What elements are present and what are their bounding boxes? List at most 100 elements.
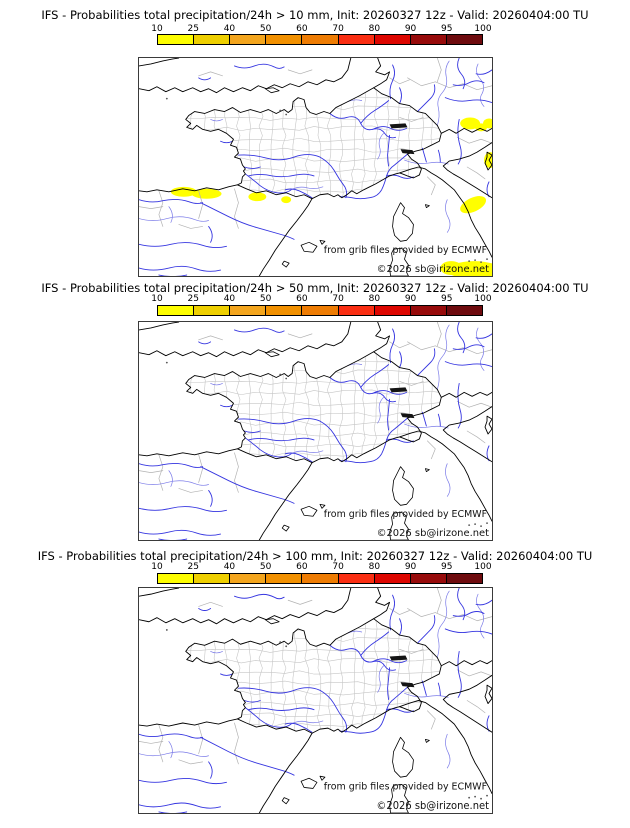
river-line [290,450,324,455]
department-border-line [213,351,219,463]
colorbar-segment [410,35,447,44]
lake-constance [389,655,408,661]
department-border-line [316,351,322,463]
river-line [139,778,227,785]
river-line [234,593,285,600]
river-line [457,118,462,165]
river-line [475,599,492,606]
colorbar-ticks: 10 25 40 50 60 70 80 90 95 100 [151,24,491,34]
colorbar [157,573,483,584]
river-line [436,590,450,658]
coastline [139,58,180,67]
river-line [475,333,492,339]
admin-border-line [456,669,492,677]
island-outline [281,797,290,805]
department-border-line [190,87,195,199]
river-line [210,119,223,122]
river-line [158,274,188,276]
river-line [139,198,204,204]
admin-border-line [407,77,492,91]
lake-constance [389,387,408,393]
probability-patch [483,118,492,129]
river-line [421,411,427,427]
ecmwf-attribution-text: from grib files provided by ECMWF [324,245,487,256]
colorbar-segment [158,35,195,44]
department-border-line [373,87,379,199]
coastline [440,391,492,398]
colorbar-tick-label: 60 [296,562,308,572]
river-line [139,216,209,222]
river-line [247,707,315,711]
river-line [404,423,449,429]
coastline [139,588,352,625]
island-outline [392,736,414,778]
island-outline [300,505,318,517]
colorbar-tick-label: 40 [223,294,236,304]
admin-border-line [456,136,492,144]
river-line [452,80,485,86]
admin-border-line [436,588,442,613]
colorbar-segment [302,306,339,315]
admin-border-line [234,188,239,229]
colorbar-tick-label: 100 [474,294,492,304]
colorbar-tick-label: 90 [404,562,417,572]
island-outline [389,247,409,276]
river-line [210,651,223,654]
coastline [139,58,352,94]
river-line [389,64,395,100]
department-border-line [223,618,229,734]
river-line [243,430,261,433]
colorbar-segment [338,574,375,583]
department-border-line [396,351,401,463]
ecmwf-attribution-text: from grib files provided by ECMWF [324,781,487,792]
island-outline [319,503,326,509]
river-line [436,60,450,126]
department-border-line [327,87,332,199]
colorbar [157,305,483,316]
coastline [139,322,391,457]
admin-border-line [407,341,492,355]
department-border-line [373,351,379,463]
colorbar-tick-label: 70 [332,24,344,34]
admin-border-line [466,700,486,714]
island-outline [392,466,414,506]
colorbar-tick-label: 70 [332,294,344,304]
river-line [436,324,450,390]
river-line [243,166,261,169]
department-border-line [185,452,442,457]
rivers [139,322,492,540]
river-line [389,594,395,631]
department-border-line [190,351,195,463]
admin-border-line [158,190,164,227]
river-line [452,611,485,617]
department-border-line [185,157,442,162]
department-border-line [201,618,207,734]
small-island-dot [165,361,168,364]
department-border-line [270,618,276,734]
probability-patch [248,192,267,202]
coastline [311,166,492,258]
coastline [258,198,313,276]
river-line [444,628,492,635]
colorbar-tick-label: 10 [151,562,163,572]
river-line [399,351,402,369]
river-line [329,644,396,671]
river-line [339,153,408,200]
small-island-dot [279,109,282,112]
river-line [445,733,451,769]
colorbar-tick-label: 25 [187,24,199,34]
admin-border-line [198,190,203,219]
island-outline [392,202,414,242]
department-border-line [361,618,367,734]
colorbar-segment [230,35,267,44]
lake-constance [389,123,408,129]
river-line [452,344,485,350]
river-line [437,149,441,163]
coastline [440,127,492,134]
department-border-line [351,351,356,463]
admin-border-line [158,724,164,763]
department-border-line [185,188,442,193]
colorbar-segment [158,574,195,583]
department-border-line [185,125,442,131]
river-line [399,618,402,636]
